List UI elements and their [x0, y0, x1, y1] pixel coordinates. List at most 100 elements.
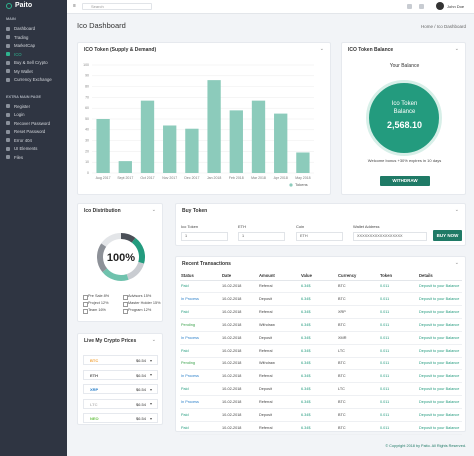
cell[interactable]: Deposit to your Balance: [419, 322, 460, 327]
donut-center: 100%: [107, 252, 135, 264]
field-input[interactable]: [296, 232, 343, 241]
logo-icon: [6, 3, 12, 9]
cell: 0.011: [380, 413, 390, 417]
field-input[interactable]: [181, 232, 228, 241]
nav-item[interactable]: My Wallet: [14, 68, 33, 74]
price-row[interactable]: [83, 369, 158, 380]
nav-item[interactable]: Currency Exchange: [14, 77, 52, 82]
nav-item[interactable]: MarketCap: [14, 43, 36, 48]
nav-icon: [6, 104, 10, 108]
cell: 10-02-2018: [222, 413, 242, 417]
card-title: Ico Distribution: [84, 208, 121, 214]
legend-box: [123, 308, 128, 314]
price-row[interactable]: [83, 355, 158, 365]
nav-item[interactable]: Error 404: [14, 137, 32, 143]
nav-icon: [6, 121, 10, 125]
field-value: 1: [185, 234, 188, 238]
nav-item[interactable]: Buy & Sell Crypto: [14, 60, 48, 65]
donut-segment: [131, 237, 145, 264]
chevron[interactable]: ⌄: [454, 46, 459, 52]
cell[interactable]: Deposit to your Balance: [419, 425, 460, 430]
cell: Referral: [259, 284, 273, 288]
bar: [185, 128, 199, 173]
cell[interactable]: Deposit to your Balance: [419, 296, 460, 301]
nav-item[interactable]: Dashboard: [14, 26, 36, 31]
price-row[interactable]: [83, 384, 158, 394]
cell[interactable]: Deposit to your Balance: [419, 361, 460, 366]
nav-item[interactable]: ICO: [14, 51, 22, 57]
nav-item[interactable]: Files: [14, 154, 24, 160]
cell: Withdraw: [259, 361, 275, 366]
cell[interactable]: Deposit to your Balance: [419, 348, 460, 353]
chevron[interactable]: ⌄: [151, 337, 156, 343]
cell: 10-02-2018: [222, 309, 242, 314]
field-label: ETH: [238, 224, 246, 229]
legend-label: Tokens: [295, 182, 308, 187]
cell[interactable]: Deposit to your Balance: [419, 309, 460, 314]
cell: Deposit: [259, 413, 272, 417]
donut-chart: 100%: [97, 233, 145, 281]
row-rule: [180, 433, 462, 435]
chevron[interactable]: ⌄: [454, 207, 459, 213]
field-label: Wallet Address: [353, 224, 380, 229]
search-placeholder[interactable]: Search: [91, 3, 104, 9]
cell[interactable]: Deposit to your Balance: [419, 284, 460, 288]
top-icon[interactable]: [407, 3, 412, 9]
cell: 10-02-2018: [222, 400, 242, 405]
x-tick-label: Mar 2018: [251, 176, 266, 180]
legend-box: [123, 294, 128, 300]
cell: 10-02-2018: [222, 361, 242, 366]
coin-price: $6.54: [136, 372, 147, 378]
x-tick-label: Oct 2017: [140, 176, 154, 180]
nav-item[interactable]: Register: [14, 103, 31, 109]
status: Pending: [181, 322, 195, 327]
nav-item[interactable]: Login: [14, 112, 25, 117]
legend-box: [83, 301, 88, 307]
chevron[interactable]: ⌄: [454, 260, 459, 266]
cell: 6.34$: [301, 322, 311, 327]
field-input[interactable]: [238, 232, 285, 241]
user-name[interactable]: John Doe: [447, 4, 465, 9]
cell[interactable]: Deposit to your Balance: [419, 374, 460, 379]
cell[interactable]: Deposit to your Balance: [419, 387, 460, 392]
cell: XRP: [338, 309, 346, 314]
cell: 6.34$: [301, 309, 311, 314]
field-input[interactable]: [353, 232, 427, 241]
cell: 6.34$: [301, 361, 311, 366]
nav-item[interactable]: Reset Password: [14, 129, 46, 134]
card-title: Recent Transactions: [182, 261, 231, 267]
chevron[interactable]: ⌄: [319, 46, 324, 52]
row-rule: [180, 330, 462, 332]
cell[interactable]: Deposit to your Balance: [419, 400, 460, 405]
nav-item[interactable]: Trading: [14, 34, 29, 40]
y-tick-label: 80: [85, 85, 89, 89]
y-tick-label: 70: [85, 95, 89, 99]
top-icon[interactable]: [419, 3, 424, 9]
bonus-note: Welcome bonus +30% expires in 10 days: [367, 158, 442, 163]
caret: ▾: [150, 401, 153, 406]
buy-button[interactable]: BUY NOW: [433, 230, 462, 241]
cell: 0.011: [380, 400, 390, 405]
nav-item[interactable]: Recover Password: [14, 120, 51, 126]
x-tick-label: Sept 2017: [117, 176, 133, 180]
legend-label: Team 16%: [88, 308, 106, 312]
cell: XMR: [338, 335, 347, 340]
cell: Deposit: [259, 296, 272, 301]
cell: 0.011: [380, 387, 390, 392]
chevron[interactable]: ⌄: [151, 207, 156, 213]
breadcrumb: Home / Ico Dashboard: [420, 24, 466, 29]
cell[interactable]: Deposit to your Balance: [419, 413, 460, 417]
cell: 0.011: [380, 284, 390, 288]
cell: Referral: [259, 309, 273, 314]
price-row[interactable]: [83, 398, 158, 409]
footer: © Copyright 2018 by Paito. All Rights Re…: [385, 444, 466, 448]
nav-item[interactable]: UI Elements: [14, 146, 38, 151]
balance-circle: [366, 80, 442, 156]
withdraw-button[interactable]: WITHDRAW: [380, 176, 430, 186]
cell: 6.34$: [301, 425, 311, 430]
bar: [274, 113, 288, 173]
legend-label: Pre Sale 8%: [88, 294, 110, 298]
price-row[interactable]: [83, 413, 158, 423]
bar: [296, 152, 310, 173]
cell[interactable]: Deposit to your Balance: [419, 335, 460, 340]
